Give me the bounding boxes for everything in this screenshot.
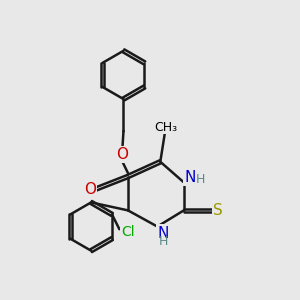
Text: N: N	[185, 169, 196, 184]
Text: O: O	[116, 147, 128, 162]
Text: H: H	[159, 235, 168, 248]
Text: CH₃: CH₃	[154, 121, 178, 134]
Text: N: N	[158, 226, 169, 241]
Text: S: S	[213, 203, 223, 218]
Text: Cl: Cl	[122, 225, 135, 239]
Text: H: H	[196, 173, 205, 186]
Text: O: O	[84, 182, 96, 197]
